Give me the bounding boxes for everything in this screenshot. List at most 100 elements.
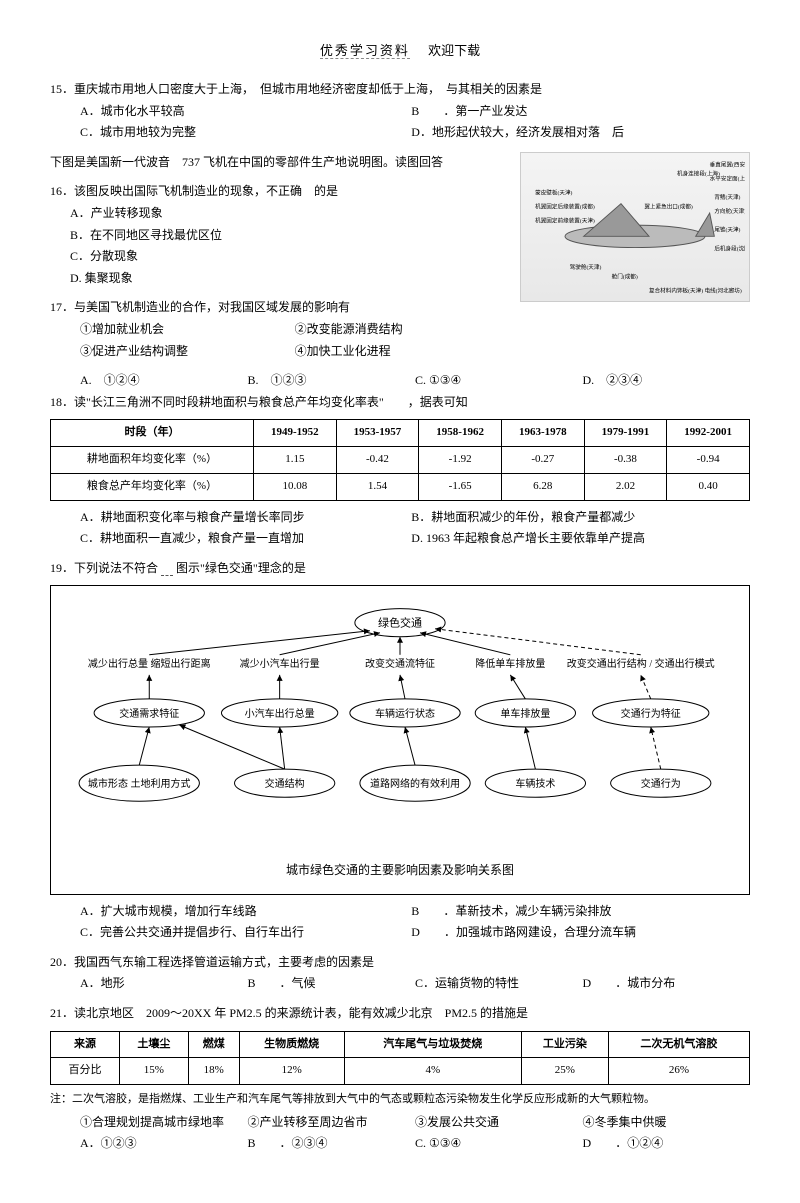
q16: 16．该图反映出国际飞机制造业的现象，不正确 的是 A．产业转移现象 B．在不同…: [50, 181, 512, 289]
q21-A: A．①②③: [80, 1133, 248, 1155]
q17-options: A. ①②④ B. ①②③ C. ①③④ D. ②③④: [50, 370, 750, 392]
pl-8: 水平安定面(上海): [710, 174, 745, 182]
q19-caption: 城市绿色交通的主要影响因素及影响关系图: [59, 860, 741, 882]
q20-D: D ．城市分布: [583, 973, 751, 995]
q18-B: B．耕地面积减少的年份，粮食产量都减少: [411, 507, 739, 529]
q15-A: A．城市化水平较高: [80, 101, 408, 123]
q20-options: A．地形 B ．气候 C．运输货物的特性 D ．城市分布: [50, 973, 750, 995]
q18-stem: 18．读"长江三角洲不同时段耕地面积与粮食总产年均变化率表" ，据表可知: [50, 392, 750, 414]
q17-D: D. ②③④: [583, 370, 751, 392]
q19-options: A．扩大城市规模，增加行车线路 B ．革新技术，减少车辆污染排放 C．完善公共交…: [50, 901, 750, 944]
svg-text:道路网络的有效利用: 道路网络的有效利用: [370, 778, 460, 791]
plane-svg: 蒙皮壁板(天津) 机翼固定后缘装置(成都) 机翼固定前缘装置(天津) 驾驶舱(天…: [525, 157, 745, 297]
pl-3: 驾驶舱(天津): [570, 263, 602, 271]
q18-A: A．耕地面积变化率与粮食产量增长率同步: [80, 507, 408, 529]
q17-i4: ④加快工业化进程: [295, 341, 507, 363]
q21-items: ①合理规划提高城市绿地率 ②产业转移至周边省市 ③发展公共交通 ④冬季集中供暖: [50, 1112, 750, 1134]
q16-B: B．在不同地区寻找最优区位: [70, 225, 512, 247]
q21-i4: ④冬季集中供暖: [583, 1112, 751, 1134]
q21-i1: ①合理规划提高城市绿地率: [80, 1112, 248, 1134]
q16-stem: 16．该图反映出国际飞机制造业的现象，不正确 的是: [50, 181, 512, 203]
svg-text:交通行为特征: 交通行为特征: [621, 707, 681, 720]
svg-text:交通行为: 交通行为: [641, 778, 681, 791]
q18-r2: 粮食总产年均变化率（%） 10.08 1.54 -1.65 6.28 2.02 …: [51, 473, 750, 500]
q21-th: 来源 土壤尘 燃煤 生物质燃烧 汽车尾气与垃圾焚烧 工业污染 二次无机气溶胶: [51, 1031, 750, 1058]
q15-options: A．城市化水平较高 B ．第一产业发达 C．城市用地较为完整 D．地形起伏较大，…: [50, 101, 750, 144]
pl-13: 复合材料内饰板(天津) 电线(河北廊坊): [649, 286, 742, 294]
pl-7: 垂直尾翼(西安): [710, 160, 745, 168]
q17-i3: ③促进产业结构调整: [80, 341, 292, 363]
pl-9: 背鳍(天津): [714, 193, 740, 201]
pl-2: 机翼固定前缘装置(天津): [535, 216, 595, 224]
pl-10: 方向舵(天津): [714, 207, 745, 215]
q19-A: A．扩大城市规模，增加行车线路: [80, 901, 408, 923]
q21-C: C. ①③④: [415, 1133, 583, 1155]
q15: 15．重庆城市用地人口密度大于上海， 但城市用地经济密度却低于上海， 与其相关的…: [50, 79, 750, 144]
svg-text:车辆技术: 车辆技术: [515, 778, 555, 791]
flow-svg: 绿色交通 减少出行总量 缩短出行距离 减少小汽车出行量 改变交通流特征 降低单车…: [59, 598, 741, 848]
q19-D: D ．加强城市路网建设，合理分流车辆: [411, 922, 739, 944]
q19-stem: 19．下列说法不符合 图示"绿色交通"理念的是: [50, 558, 750, 580]
q21: 21．读北京地区 2009～20XX 年 PM2.5 的来源统计表，能有效减少北…: [50, 1003, 750, 1155]
header-right: 欢迎下载: [428, 43, 480, 58]
q19: 19．下列说法不符合 图示"绿色交通"理念的是 绿色交通 减少出行总量 缩短出行…: [50, 558, 750, 944]
pl-4: 舱门(成都): [612, 272, 638, 280]
pl-11: 尾锥(天津): [714, 225, 740, 233]
q17-items: ①增加就业机会 ②改变能源消费结构 ③促进产业结构调整 ④加快工业化进程: [50, 319, 512, 362]
q21-note: 注：二次气溶胶，是指燃煤、工业生产和汽车尾气等排放到大气中的气态或颗粒态污染物发…: [50, 1091, 750, 1108]
q20-B: B ．气候: [248, 973, 416, 995]
q19-B: B ．革新技术，减少车辆污染排放: [411, 901, 739, 923]
q16-C: C．分散现象: [70, 246, 512, 268]
q17-B: B. ①②③: [248, 370, 416, 392]
q21-i3: ③发展公共交通: [415, 1112, 583, 1134]
pl-12: 后机身段(沈阳): [714, 244, 745, 252]
q21-table: 来源 土壤尘 燃煤 生物质燃烧 汽车尾气与垃圾焚烧 工业污染 二次无机气溶胶 百…: [50, 1031, 750, 1086]
plane-section: 下图是美国新一代波音 737 飞机在中国的零部件生产地说明图。读图回答 16．该…: [50, 152, 750, 370]
svg-text:车辆运行状态: 车辆运行状态: [375, 707, 435, 720]
q21-stem: 21．读北京地区 2009～20XX 年 PM2.5 的来源统计表，能有效减少北…: [50, 1003, 750, 1025]
q18-r1: 耕地面积年均变化率（%） 1.15 -0.42 -1.92 -0.27 -0.3…: [51, 447, 750, 474]
q20-C: C．运输货物的特性: [415, 973, 583, 995]
svg-text:减少小汽车出行量: 减少小汽车出行量: [240, 657, 320, 670]
q17-i2: ②改变能源消费结构: [295, 319, 507, 341]
q15-D: D．地形起伏较大，经济发展相对落 后: [411, 122, 739, 144]
fig-intro: 下图是美国新一代波音 737 飞机在中国的零部件生产地说明图。读图回答: [50, 152, 512, 174]
q15-stem: 15．重庆城市用地人口密度大于上海， 但城市用地经济密度却低于上海， 与其相关的…: [50, 79, 750, 101]
q15-B: B ．第一产业发达: [411, 101, 739, 123]
q16-options: A．产业转移现象 B．在不同地区寻找最优区位 C．分散现象 D. 集聚现象: [50, 203, 512, 289]
svg-text:改变交通流特征: 改变交通流特征: [365, 657, 435, 670]
q21-i2: ②产业转移至周边省市: [248, 1112, 416, 1134]
q21-B: B ．②③④: [248, 1133, 416, 1155]
q21-options: A．①②③ B ．②③④ C. ①③④ D ．①②④: [50, 1133, 750, 1155]
q17: 17．与美国飞机制造业的合作，对我国区域发展的影响有 ①增加就业机会 ②改变能源…: [50, 297, 512, 362]
q18-C: C．耕地面积一直减少，粮食产量一直增加: [80, 528, 408, 550]
plane-diagram: 蒙皮壁板(天津) 机翼固定后缘装置(成都) 机翼固定前缘装置(天津) 驾驶舱(天…: [520, 152, 750, 302]
page-header: 优秀学习资料 欢迎下载: [50, 40, 750, 59]
q16-A: A．产业转移现象: [70, 203, 512, 225]
pl-0: 蒙皮壁板(天津): [535, 188, 572, 196]
q21-r1: 百分比 15% 18% 12% 4% 25% 26%: [51, 1058, 750, 1085]
svg-text:小汽车出行总量: 小汽车出行总量: [245, 707, 315, 720]
q18-D: D. 1963 年起粮食总产增长主要依靠单产提高: [411, 528, 739, 550]
q17-i1: ①增加就业机会: [80, 319, 292, 341]
header-left: 优秀学习资料: [320, 43, 410, 59]
q16-D: D. 集聚现象: [70, 268, 512, 290]
q20-stem: 20．我国西气东输工程选择管道运输方式，主要考虑的因素是: [50, 952, 750, 974]
q20-A: A．地形: [80, 973, 248, 995]
pl-6: 翼上紧急出口(成都): [644, 202, 693, 210]
svg-text:交通需求特征: 交通需求特征: [119, 707, 179, 720]
q21-D: D ．①②④: [583, 1133, 751, 1155]
svg-text:交通结构: 交通结构: [265, 778, 305, 791]
svg-text:降低单车排放量: 降低单车排放量: [475, 657, 545, 670]
q17-C: C. ①③④: [415, 370, 583, 392]
svg-text:城市形态 土地利用方式: 城市形态 土地利用方式: [88, 778, 191, 791]
q19-C: C．完善公共交通并提倡步行、自行车出行: [80, 922, 408, 944]
q18-table: 时段（年） 1949-1952 1953-1957 1958-1962 1963…: [50, 419, 750, 500]
q18: 18．读"长江三角洲不同时段耕地面积与粮食总产年均变化率表" ，据表可知 时段（…: [50, 392, 750, 550]
q20: 20．我国西气东输工程选择管道运输方式，主要考虑的因素是 A．地形 B ．气候 …: [50, 952, 750, 995]
q18-options: A．耕地面积变化率与粮食产量增长率同步 B．耕地面积减少的年份，粮食产量都减少 …: [50, 507, 750, 550]
q15-C: C．城市用地较为完整: [80, 122, 408, 144]
svg-text:单车排放量: 单车排放量: [500, 707, 550, 720]
q17-A: A. ①②④: [80, 370, 248, 392]
svg-text:改变交通出行结构 / 交通出行模式: 改变交通出行结构 / 交通出行模式: [567, 657, 715, 670]
